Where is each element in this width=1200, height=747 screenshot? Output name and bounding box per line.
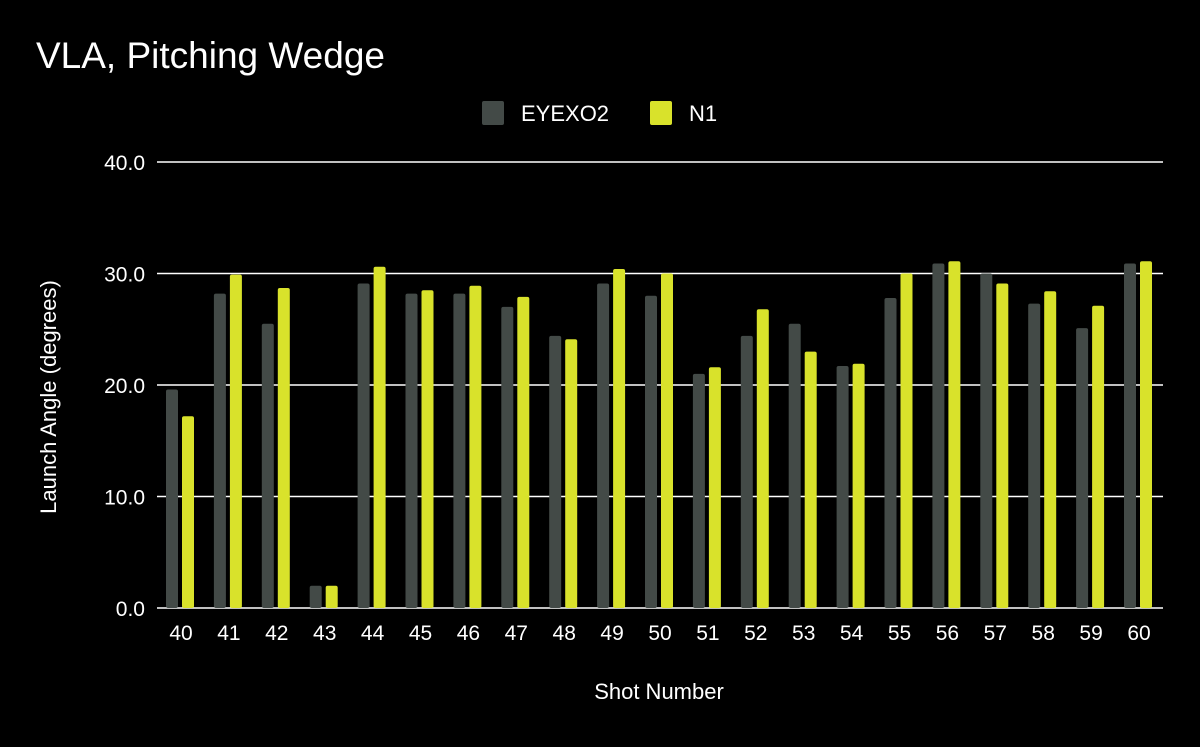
x-axis-ticks: 40 41 42 43 44 45 46 47 48 49 50 51 52 53 54 55 56 57 58 59…	[169, 622, 1150, 645]
bar-n1-58[interactable]	[1044, 291, 1057, 608]
bar-eyexo2-49[interactable]	[597, 283, 610, 609]
x-tick-label: 50	[648, 622, 671, 645]
bar-n1-50[interactable]	[661, 273, 673, 609]
bar-n1-60[interactable]	[1140, 261, 1152, 608]
bar-n1-44[interactable]	[373, 266, 386, 608]
legend-label-n1: N1	[689, 101, 717, 126]
x-tick-label: 52	[744, 622, 767, 645]
bar-eyexo2-46[interactable]	[453, 293, 466, 608]
y-axis-label: Launch Angle (degrees)	[36, 280, 61, 514]
x-tick-label: 43	[313, 622, 336, 645]
bar-n1-51[interactable]	[708, 367, 721, 608]
y-tick-label: 20.0	[104, 375, 145, 398]
x-tick-label: 40	[169, 622, 192, 645]
bar-eyexo2-57[interactable]	[980, 273, 993, 609]
bar-n1-47[interactable]	[517, 296, 530, 608]
bar-n1-55[interactable]	[900, 273, 913, 609]
x-tick-label: 55	[888, 622, 911, 645]
bars	[166, 261, 1152, 608]
x-tick-label: 60	[1127, 622, 1150, 645]
y-tick-label: 10.0	[104, 487, 145, 510]
bar-eyexo2-54[interactable]	[836, 366, 849, 608]
bar-eyexo2-60[interactable]	[1124, 263, 1136, 609]
x-tick-label: 51	[696, 622, 719, 645]
bar-eyexo2-45[interactable]	[405, 293, 418, 608]
bar-eyexo2-52[interactable]	[740, 335, 753, 608]
bar-eyexo2-55[interactable]	[884, 298, 897, 608]
bar-n1-43[interactable]	[325, 585, 338, 608]
bar-n1-59[interactable]	[1092, 305, 1105, 608]
x-tick-label: 58	[1032, 622, 1055, 645]
x-tick-label: 46	[457, 622, 480, 645]
x-tick-label: 48	[553, 622, 576, 645]
gridlines	[157, 161, 1163, 609]
bar-eyexo2-53[interactable]	[788, 323, 801, 608]
x-axis-label: Shot Number	[594, 679, 724, 704]
bar-eyexo2-58[interactable]	[1028, 303, 1041, 608]
legend-label-eyexo2: EYEXO2	[521, 101, 609, 126]
x-tick-label: 56	[936, 622, 959, 645]
x-tick-label: 54	[840, 622, 864, 645]
bar-n1-53[interactable]	[804, 351, 817, 608]
x-tick-label: 42	[265, 622, 288, 645]
bar-n1-41[interactable]	[229, 274, 242, 608]
x-tick-label: 57	[984, 622, 1007, 645]
x-tick-label: 44	[361, 622, 385, 645]
bar-eyexo2-51[interactable]	[692, 373, 705, 608]
bar-n1-54[interactable]	[852, 363, 865, 608]
x-tick-label: 59	[1079, 622, 1102, 645]
x-tick-label: 47	[505, 622, 528, 645]
bar-eyexo2-42[interactable]	[261, 323, 274, 608]
y-tick-label: 0.0	[116, 598, 145, 621]
bar-n1-48[interactable]	[565, 339, 578, 608]
bar-eyexo2-48[interactable]	[549, 335, 562, 608]
bar-n1-46[interactable]	[469, 285, 482, 608]
legend-swatch-eyexo2	[482, 101, 504, 125]
bar-eyexo2-47[interactable]	[501, 306, 514, 608]
bar-n1-56[interactable]	[948, 261, 961, 608]
y-tick-label: 30.0	[104, 264, 145, 287]
bar-n1-40[interactable]	[182, 416, 194, 608]
chart-title: VLA, Pitching Wedge	[36, 35, 385, 76]
bar-eyexo2-50[interactable]	[645, 295, 657, 608]
bar-eyexo2-59[interactable]	[1076, 328, 1089, 608]
x-tick-label: 41	[217, 622, 240, 645]
bar-eyexo2-56[interactable]	[932, 263, 945, 609]
bar-eyexo2-44[interactable]	[357, 283, 370, 609]
bar-eyexo2-43[interactable]	[309, 585, 322, 608]
y-axis-ticks: 0.0 10.0 20.0 30.0 40.0	[104, 152, 145, 621]
bar-n1-42[interactable]	[277, 288, 290, 608]
x-tick-label: 49	[600, 622, 623, 645]
x-tick-label: 53	[792, 622, 815, 645]
legend[interactable]: EYEXO2 N1	[482, 101, 717, 126]
bar-eyexo2-41[interactable]	[213, 293, 226, 608]
bar-n1-49[interactable]	[613, 269, 626, 608]
bar-n1-57[interactable]	[996, 283, 1009, 609]
x-tick-label: 45	[409, 622, 432, 645]
legend-swatch-n1	[650, 101, 672, 125]
y-tick-label: 40.0	[104, 152, 145, 175]
bar-n1-52[interactable]	[756, 309, 769, 608]
bar-n1-45[interactable]	[421, 290, 434, 608]
bar-eyexo2-40[interactable]	[166, 389, 178, 609]
